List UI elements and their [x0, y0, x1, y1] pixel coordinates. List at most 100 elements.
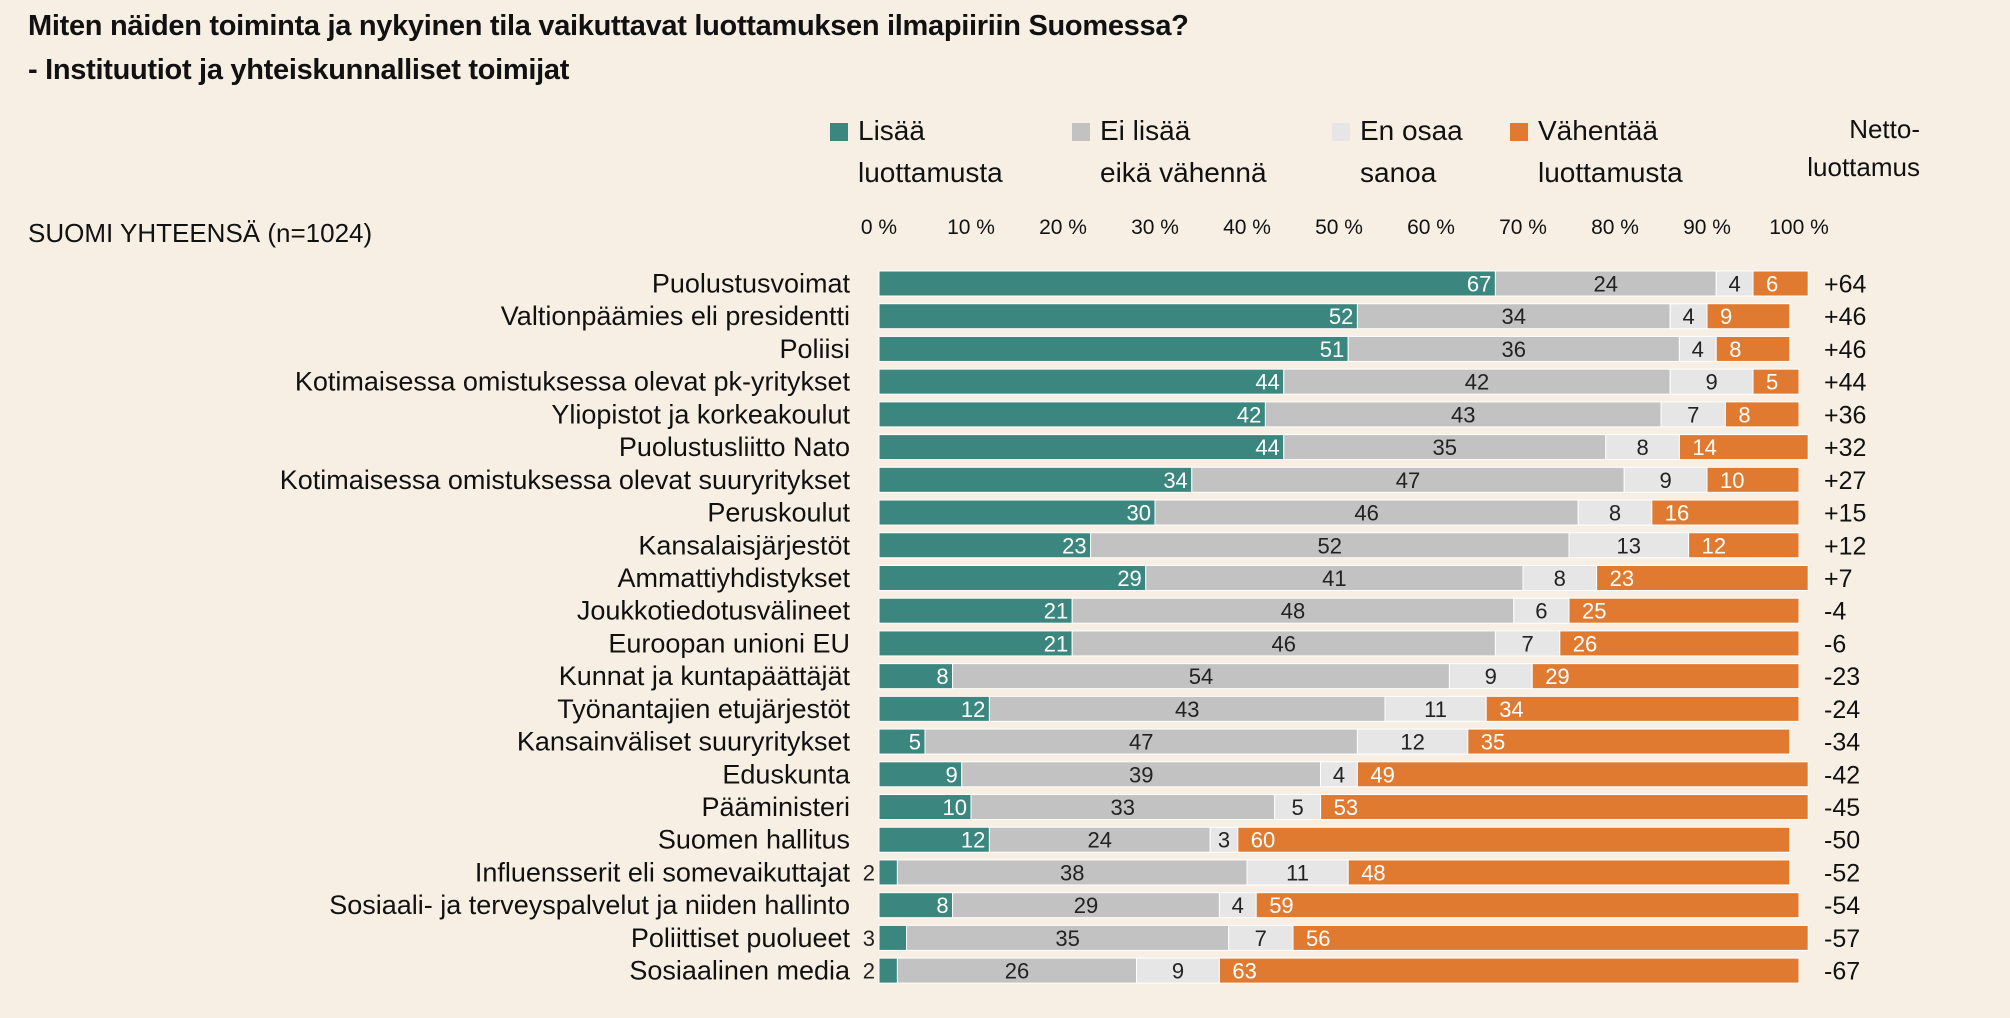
data-label: 12 — [961, 828, 985, 853]
x-tick-label: 50 % — [1315, 216, 1363, 239]
data-label: 52 — [1329, 304, 1353, 329]
bar-segment — [878, 466, 1193, 493]
data-label: 47 — [1129, 730, 1153, 755]
bar-segment — [1347, 335, 1680, 362]
legend-label: En osaa sanoa — [1360, 115, 1463, 188]
legend-item-lisaa: Lisää luottamusta — [830, 110, 1003, 194]
bar-segment — [1752, 368, 1800, 395]
data-label: 8 — [1636, 435, 1648, 460]
bar-segment — [1347, 859, 1791, 886]
x-tick-label: 80 % — [1591, 216, 1639, 239]
bar-segment — [1660, 401, 1726, 428]
data-label: 10 — [943, 795, 967, 820]
data-label: 24 — [1594, 272, 1618, 297]
bar-segment — [1724, 401, 1800, 428]
netto-value: -42 — [1824, 761, 1860, 789]
bar-segment — [1356, 728, 1469, 755]
bar-segment — [952, 892, 1220, 919]
bar-segment — [1145, 564, 1524, 591]
data-label: 7 — [1687, 402, 1699, 427]
bar-segment — [1071, 597, 1515, 624]
data-label: 9 — [1485, 664, 1497, 689]
netto-value: +46 — [1824, 336, 1866, 364]
bar-segment — [1246, 859, 1349, 886]
data-label: 26 — [1005, 959, 1029, 984]
data-label: 5 — [1766, 370, 1778, 395]
data-label: 9 — [1720, 304, 1732, 329]
category-label: Sosiaalinen media — [629, 956, 851, 986]
data-label: 3 — [863, 926, 875, 951]
category-label: Influensserit eli somevaikuttajat — [475, 857, 851, 887]
data-label: 4 — [1728, 272, 1740, 297]
data-label: 43 — [1175, 697, 1199, 722]
category-label: Kansalaisjärjestöt — [638, 530, 850, 560]
bar-segment — [1356, 761, 1809, 788]
x-tick-label: 60 % — [1407, 216, 1455, 239]
data-label: 4 — [1333, 762, 1345, 787]
legend-swatch — [1332, 123, 1350, 141]
bar-segment — [1559, 630, 1800, 657]
bar-segment — [1237, 826, 1791, 853]
bar-segment — [878, 335, 1349, 362]
netto-value: +46 — [1824, 303, 1866, 331]
bar-segment — [1264, 401, 1662, 428]
netto-value: +44 — [1824, 369, 1867, 397]
data-label: 7 — [1521, 631, 1533, 656]
data-label: 25 — [1582, 599, 1606, 624]
bar-segment — [1136, 957, 1220, 984]
bar-segment — [878, 630, 1073, 657]
legend-label: Vähentää luottamusta — [1538, 115, 1683, 188]
bar-segment — [1255, 892, 1800, 919]
data-label: 26 — [1573, 631, 1597, 656]
bar-segment — [878, 695, 990, 722]
x-tick-label: 10 % — [947, 216, 995, 239]
data-label: 13 — [1617, 533, 1641, 558]
x-tick-label: 90 % — [1683, 216, 1731, 239]
x-tick-label: 40 % — [1223, 216, 1271, 239]
data-label: 44 — [1255, 435, 1279, 460]
netto-value: +32 — [1824, 434, 1866, 462]
data-label: 59 — [1269, 893, 1293, 918]
bar-segment — [1467, 728, 1791, 755]
bar-segment — [1568, 532, 1690, 559]
category-label: Eduskunta — [722, 759, 851, 789]
data-label: 34 — [1502, 304, 1526, 329]
bar-segment — [1356, 303, 1671, 330]
data-label: 42 — [1237, 402, 1261, 427]
netto-value: -6 — [1824, 630, 1846, 658]
bar-segment — [1678, 335, 1717, 362]
legend-item-ei-lisaa: Ei lisää eikä vähennä — [1072, 110, 1267, 194]
data-label: 4 — [1232, 893, 1244, 918]
legend-item-vahentaa: Vähentää luottamusta — [1510, 110, 1683, 194]
data-label: 5 — [1291, 795, 1303, 820]
data-label: 4 — [1692, 337, 1704, 362]
category-label: Kansainväliset suuryritykset — [517, 727, 851, 757]
bar-segment — [1209, 826, 1239, 853]
bar-segment — [1623, 466, 1708, 493]
netto-value: -52 — [1824, 859, 1860, 887]
data-label: 24 — [1088, 828, 1112, 853]
bar-segment — [1071, 630, 1496, 657]
bar-segment — [1448, 663, 1533, 690]
netto-value: +64 — [1824, 271, 1867, 299]
netto-value: -4 — [1824, 598, 1846, 626]
category-label: Puolustusvoimat — [652, 269, 851, 299]
bar-segment — [1752, 270, 1809, 297]
legend-item-en-osaa: En osaa sanoa — [1332, 110, 1463, 194]
bar-segment — [1283, 368, 1671, 395]
data-label: 23 — [1062, 533, 1086, 558]
data-label: 3 — [1218, 828, 1230, 853]
data-label: 49 — [1370, 762, 1394, 787]
bar-segment — [878, 532, 1092, 559]
bar-segment — [1531, 663, 1800, 690]
bar-segment — [1522, 564, 1598, 591]
data-label: 5 — [909, 730, 921, 755]
category-label: Pääministeri — [701, 792, 850, 822]
bar-segment — [878, 434, 1285, 461]
data-label: 52 — [1318, 533, 1342, 558]
data-label: 8 — [1554, 566, 1566, 591]
data-label: 44 — [1255, 370, 1279, 395]
netto-value: -23 — [1824, 663, 1860, 691]
data-label: 9 — [1705, 370, 1717, 395]
